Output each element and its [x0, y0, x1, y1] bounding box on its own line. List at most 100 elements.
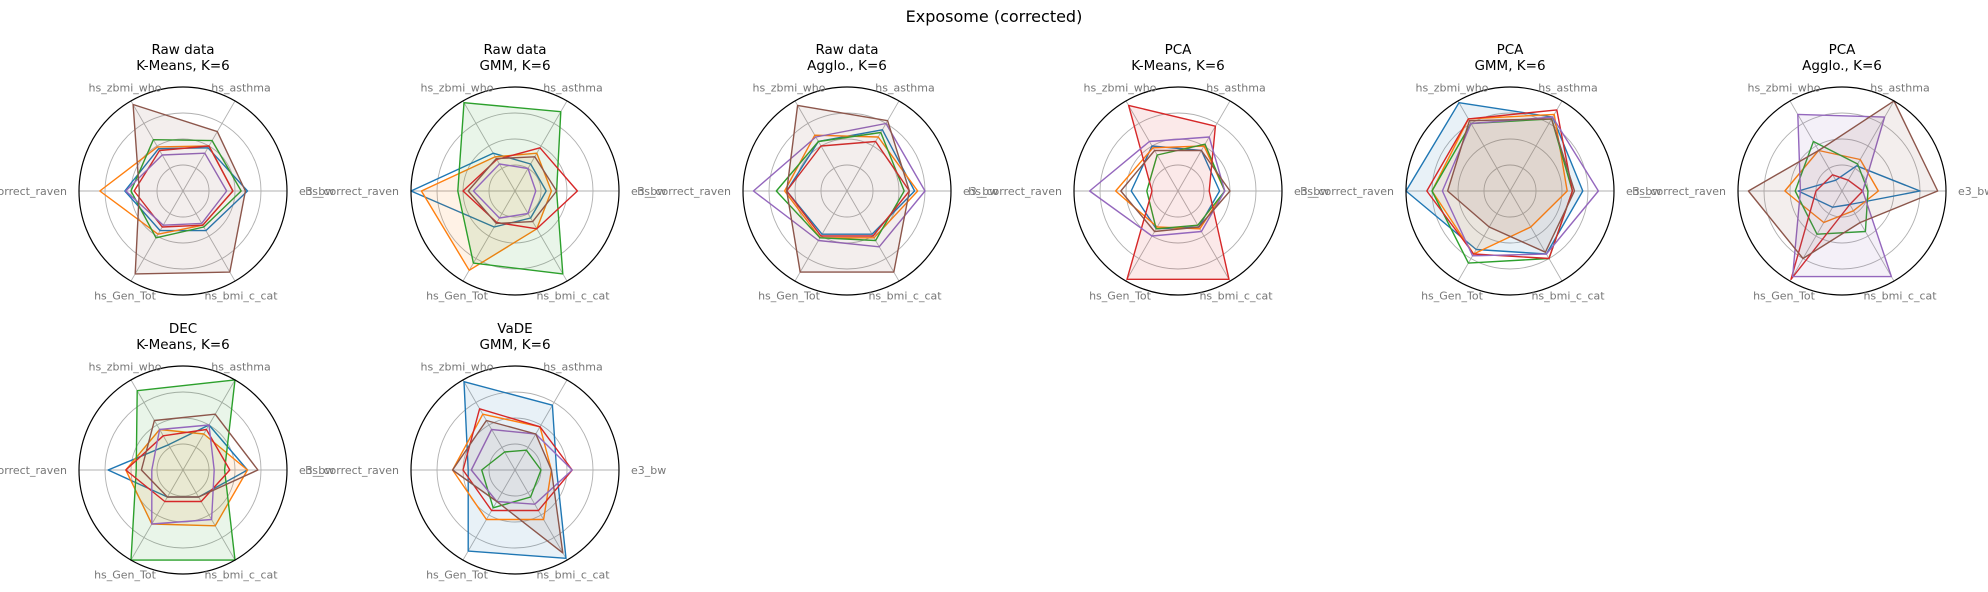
- series-polygon: [140, 413, 259, 498]
- spoke-line: [130, 469, 184, 561]
- axis-variable-label: hs_bmi_c_cat: [868, 290, 942, 303]
- axis-variable-label: hs_correct_raven: [0, 185, 67, 198]
- series-polygon: [467, 156, 558, 225]
- spoke-line: [1177, 190, 1231, 282]
- series-polygon: [451, 419, 564, 554]
- series-polygon: [783, 134, 919, 239]
- series-polygon: [472, 163, 537, 219]
- spoke-line: [1457, 190, 1511, 282]
- series-polygon: [1441, 116, 1600, 257]
- axis-variable-label: hs_bmi_c_cat: [204, 290, 278, 303]
- series-polygon: [1146, 143, 1226, 230]
- axis-variable-label: hs_correct_raven: [637, 185, 731, 198]
- series-polygon: [130, 379, 236, 561]
- series-polygon: [133, 145, 234, 228]
- polar-frame: [1405, 86, 1615, 296]
- axis-variable-label: hs_asthma: [1870, 82, 1929, 95]
- spoke-line: [1789, 190, 1843, 282]
- series-polygon: [124, 147, 249, 232]
- axis-variable-label: hs_bmi_c_cat: [1531, 290, 1605, 303]
- axis-variable-label: hs_Gen_Tot: [426, 569, 489, 582]
- panel-title: PCA: [1165, 42, 1193, 58]
- series-polygon: [1426, 109, 1574, 260]
- axis-variable-label: hs_asthma: [543, 361, 602, 374]
- spoke-line: [1789, 100, 1843, 192]
- spoke-line: [182, 469, 236, 561]
- series-polygon: [463, 381, 567, 559]
- polar-frame: [410, 365, 620, 575]
- axis-variable-label: hs_bmi_c_cat: [1199, 290, 1273, 303]
- spoke-line: [514, 379, 568, 471]
- spoke-line: [462, 100, 516, 192]
- panel-subtitle: Agglo., K=6: [1802, 58, 1882, 74]
- axis-variable-label: hs_Gen_Tot: [426, 290, 489, 303]
- panel-subtitle: GMM, K=6: [479, 58, 550, 74]
- spoke-line: [514, 190, 568, 282]
- axis-variable-label: hs_zbmi_who: [1748, 82, 1821, 95]
- axis-variable-label: e3_bw: [1958, 185, 1988, 198]
- polar-frame: [1737, 86, 1947, 296]
- spoke-line: [1509, 190, 1563, 282]
- series-polygon: [130, 138, 242, 239]
- polar-frame: [742, 86, 952, 296]
- series-polygon: [1794, 140, 1869, 235]
- panel-title: DEC: [169, 321, 197, 337]
- axis-variable-label: hs_bmi_c_cat: [1863, 290, 1937, 303]
- series-polygon: [1126, 104, 1230, 280]
- axis-variable-label: hs_correct_raven: [1300, 185, 1394, 198]
- axis-variable-label: hs_Gen_Tot: [94, 290, 157, 303]
- axis-variable-label: hs_correct_raven: [968, 185, 1062, 198]
- series-polygon: [1790, 174, 1864, 280]
- spoke-line: [514, 100, 568, 192]
- axis-variable-label: hs_asthma: [543, 82, 602, 95]
- axis-variable-label: hs_Gen_Tot: [758, 290, 821, 303]
- axis-variable-label: hs_bmi_c_cat: [536, 290, 610, 303]
- series-polygon: [1791, 113, 1893, 278]
- axis-variable-label: hs_asthma: [875, 82, 934, 95]
- axis-variable-label: e3_bw: [299, 464, 334, 477]
- axis-variable-label: hs_correct_raven: [0, 464, 67, 477]
- axis-variable-label: hs_zbmi_who: [89, 82, 162, 95]
- axis-variable-label: hs_zbmi_who: [1084, 82, 1157, 95]
- spoke-line: [130, 100, 184, 192]
- axis-variable-label: hs_bmi_c_cat: [536, 569, 610, 582]
- axis-variable-label: hs_bmi_c_cat: [204, 569, 278, 582]
- panel-subtitle: Agglo., K=6: [807, 58, 887, 74]
- series-polygon: [125, 428, 231, 503]
- spoke-line: [462, 379, 516, 471]
- series-polygon: [462, 408, 573, 512]
- spoke-line: [462, 469, 516, 561]
- panel-title: PCA: [1829, 42, 1857, 58]
- spoke-line: [462, 190, 516, 282]
- figure-title: Exposome (corrected): [906, 7, 1083, 26]
- series-polygon: [457, 101, 564, 275]
- polar-frame: [78, 365, 288, 575]
- axis-variable-label: hs_correct_raven: [305, 464, 399, 477]
- panel-title: PCA: [1497, 42, 1525, 58]
- spoke-line: [1509, 100, 1563, 192]
- spoke-line: [182, 190, 236, 282]
- panel-subtitle: K-Means, K=6: [1131, 58, 1224, 74]
- spoke-line: [1457, 100, 1511, 192]
- series-polygon: [1784, 149, 1880, 224]
- panel-subtitle: GMM, K=6: [1474, 58, 1545, 74]
- spoke-line: [846, 100, 900, 192]
- series-polygon: [1088, 136, 1226, 237]
- axis-variable-label: hs_Gen_Tot: [1089, 290, 1152, 303]
- spoke-line: [1841, 190, 1895, 282]
- axis-variable-label: e3_bw: [963, 185, 998, 198]
- axis-variable-label: hs_zbmi_who: [753, 82, 826, 95]
- polar-frame: [1073, 86, 1283, 296]
- series-polygon: [151, 424, 215, 525]
- series-polygon: [1446, 118, 1576, 253]
- axis-variable-label: e3_bw: [631, 464, 666, 477]
- axis-variable-label: hs_correct_raven: [305, 185, 399, 198]
